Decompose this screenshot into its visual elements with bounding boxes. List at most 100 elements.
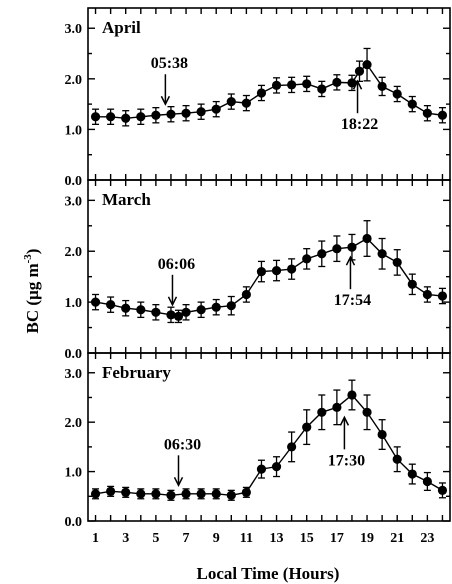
x-tick-label: 15: [300, 531, 314, 546]
data-point: [166, 109, 176, 119]
panel-april: 0.0 1.0 2.0 3.0 April 05:38 18:22: [65, 7, 451, 189]
data-point: [181, 307, 191, 317]
y-tick-label: 3.0: [65, 194, 83, 209]
data-point: [173, 311, 184, 321]
data-point: [422, 108, 432, 118]
y-tick-label: 0.0: [65, 515, 83, 530]
annotation-label: 06:30: [164, 436, 201, 453]
annotation-label: 17:54: [334, 292, 371, 309]
data-point: [121, 303, 131, 313]
data-point: [362, 233, 372, 244]
data-point: [392, 257, 402, 268]
data-point: [332, 244, 342, 254]
data-point: [211, 489, 221, 499]
data-point: [211, 302, 221, 312]
data-point: [271, 462, 282, 472]
data-point: [332, 402, 342, 412]
annotation-arrowhead: [160, 95, 171, 106]
x-tick-label: 9: [213, 531, 220, 546]
y-tick-label: 2.0: [65, 73, 83, 88]
panel-february: 0.0 1.0 2.0 3.0 February 06:30 17:30: [65, 352, 451, 530]
annotation-arrowhead: [339, 415, 350, 426]
y-axis-label-exp: -3: [22, 254, 34, 264]
data-point: [90, 489, 101, 499]
y-tick-label: 0.0: [65, 174, 83, 189]
data-point: [106, 300, 116, 310]
data-point: [422, 476, 432, 487]
data-point: [151, 307, 161, 317]
data-point: [136, 489, 146, 499]
data-point: [287, 264, 297, 274]
data-point: [196, 107, 206, 117]
x-tick-label: 17: [330, 531, 344, 546]
data-point: [437, 485, 448, 495]
series-line: [95, 394, 443, 497]
data-point: [106, 486, 116, 496]
x-tick-label: 7: [183, 531, 190, 546]
data-point: [422, 289, 432, 300]
data-point: [347, 78, 357, 88]
data-point: [196, 489, 206, 499]
data-point: [407, 99, 417, 109]
panel-title: March: [102, 190, 151, 209]
data-point: [287, 80, 297, 90]
annotation-arrowhead: [167, 296, 178, 307]
data-point: [362, 407, 372, 417]
annotation-arrowhead: [352, 79, 363, 90]
x-tick-label: 5: [152, 531, 159, 546]
data-point: [151, 110, 161, 120]
data-point: [121, 487, 131, 497]
data-point: [392, 89, 402, 99]
series-line: [95, 237, 443, 318]
data-point: [317, 407, 327, 417]
data-point: [241, 289, 251, 300]
data-point: [121, 113, 131, 123]
data-point: [211, 104, 221, 114]
data-point: [332, 77, 342, 87]
annotation-label: 05:38: [151, 55, 188, 72]
data-point: [226, 490, 236, 500]
data-point: [226, 96, 236, 107]
x-tick-label: 3: [122, 531, 129, 546]
y-tick-label: 2.0: [65, 245, 83, 260]
data-point: [106, 112, 116, 122]
x-tick-label: 11: [240, 531, 253, 546]
y-axis-label: BC (μg m-3): [22, 249, 42, 334]
data-point: [256, 88, 267, 98]
data-point: [377, 249, 387, 259]
y-tick-label: 2.0: [65, 416, 83, 431]
data-point: [437, 291, 448, 301]
data-point: [317, 84, 327, 94]
data-point: [90, 112, 101, 122]
x-tick-label: 23: [420, 531, 434, 546]
x-tick-label: 21: [390, 531, 404, 546]
panel-march: 0.0 1.0 2.0 3.0 March 06:06 17:54: [65, 179, 451, 362]
y-tick-label: 1.0: [65, 466, 83, 481]
annotation-arrowhead: [345, 255, 356, 266]
data-point: [392, 454, 402, 464]
data-point: [317, 249, 327, 259]
data-point: [196, 305, 206, 315]
data-point: [302, 422, 312, 432]
data-point: [347, 242, 357, 252]
data-point: [241, 98, 251, 108]
y-tick-label: 3.0: [65, 367, 83, 382]
y-axis-label-main: BC (μg m: [23, 263, 42, 333]
data-point: [407, 279, 417, 289]
panel-title: February: [102, 363, 171, 382]
data-point: [302, 254, 312, 264]
y-tick-label: 0.0: [65, 347, 83, 362]
data-point: [166, 310, 176, 320]
data-point: [136, 112, 146, 122]
panel-title: April: [102, 18, 141, 37]
data-point: [241, 487, 251, 497]
x-tick-label: 19: [360, 531, 374, 546]
data-point: [271, 80, 282, 90]
y-axis-label-close: ): [23, 249, 42, 255]
data-point: [362, 60, 372, 70]
data-point: [136, 305, 146, 315]
data-point: [151, 489, 161, 499]
data-point: [256, 464, 267, 474]
x-tick-label: 1: [92, 531, 99, 546]
annotation-arrowhead: [173, 476, 184, 487]
